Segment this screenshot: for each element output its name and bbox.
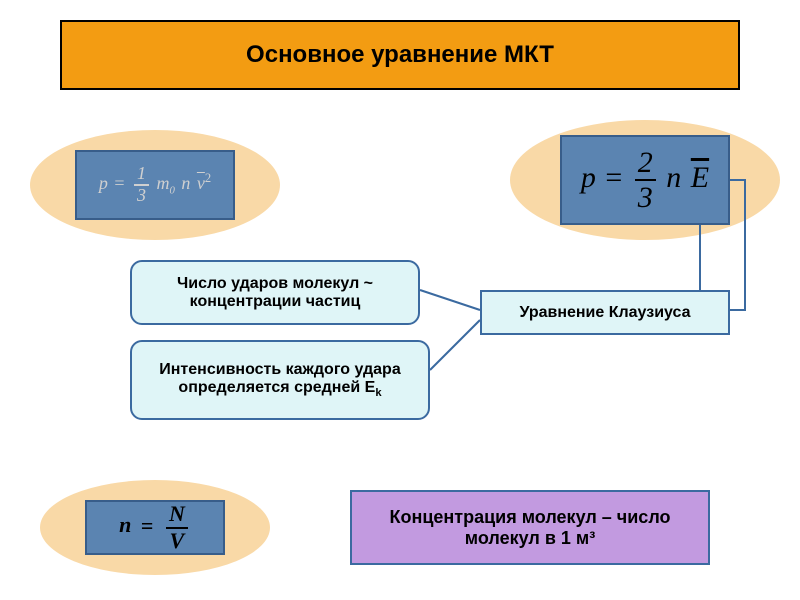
f1-eq: = (114, 173, 124, 193)
f1-msub: 0 (169, 185, 174, 197)
f3-eq: = (141, 513, 154, 538)
f2-num: 2 (635, 146, 656, 181)
f1-p: p (99, 173, 108, 193)
f3-frac: N V (166, 502, 188, 552)
f1-den: 3 (134, 186, 149, 206)
formula-3: n = N V (119, 502, 191, 552)
info-box-4-text: Концентрация молекул – число молекул в 1… (362, 507, 698, 549)
info-box-2-main: Интенсивность каждого удара определяется… (159, 361, 400, 396)
f2-p: p (581, 161, 596, 194)
title-text: Основное уравнение МКТ (246, 41, 554, 69)
f3-n: n (119, 513, 131, 538)
formula-3-box: n = N V (85, 500, 225, 555)
info-box-2: Интенсивность каждого удара определяется… (130, 340, 430, 420)
info-box-2-text: Интенсивность каждого удара определяется… (142, 361, 418, 399)
info-box-1: Число ударов молекул ~ концентрации част… (130, 260, 420, 325)
info-box-4: Концентрация молекул – число молекул в 1… (350, 490, 710, 565)
info-box-2-sub: k (375, 387, 381, 399)
info-box-1-text: Число ударов молекул ~ концентрации част… (142, 275, 408, 311)
f2-E: E (691, 161, 709, 194)
f3-den: V (167, 529, 188, 553)
f1-frac: 1 3 (134, 164, 149, 206)
info-box-3-text: Уравнение Клаузиуса (519, 304, 690, 322)
title-banner: Основное уравнение МКТ (60, 20, 740, 90)
info-box-3: Уравнение Клаузиуса (480, 290, 730, 335)
f1-v: v (197, 173, 205, 193)
formula-2: p = 2 3 n E (581, 146, 709, 214)
f1-n: n (181, 173, 190, 193)
f2-n: n (666, 161, 681, 194)
f1-m: m (156, 173, 169, 193)
formula-1-box: p = 1 3 m0 n v2 (75, 150, 235, 220)
f1-num: 1 (134, 164, 149, 186)
f2-frac: 2 3 (635, 146, 656, 214)
formula-2-box: p = 2 3 n E (560, 135, 730, 225)
f3-num: N (166, 502, 188, 528)
formula-1: p = 1 3 m0 n v2 (99, 164, 211, 206)
f1-vsup: 2 (205, 171, 211, 185)
f2-eq: = (605, 161, 622, 194)
f2-den: 3 (635, 181, 656, 214)
